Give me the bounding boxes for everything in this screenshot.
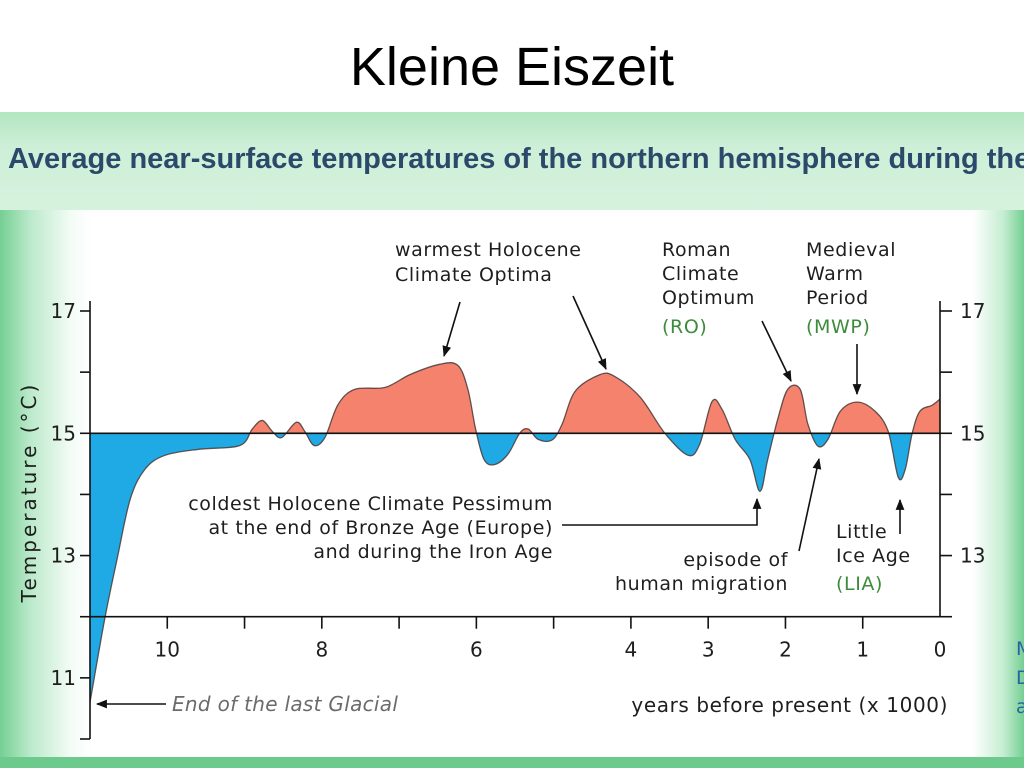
annotation-line: Climate <box>662 263 739 285</box>
x-tick-label: 8 <box>315 638 328 662</box>
edge-fragment: M <box>1016 638 1024 660</box>
annotation-line: Little <box>836 521 887 543</box>
y-tick-label-left: 11 <box>51 666 76 690</box>
annotation-little-ice-age: Little Ice Age (LIA) <box>836 498 911 595</box>
annotation-line: Warm <box>806 263 864 285</box>
x-tick-label: 0 <box>934 638 947 662</box>
annotation-arrow <box>761 320 792 382</box>
annotation-line: Period <box>806 287 869 309</box>
annotation-line: Climate Optima <box>395 264 552 286</box>
x-tick-label: 6 <box>470 638 483 662</box>
annotation-episode-of-human-migration: episode of human migration <box>615 457 822 595</box>
chart-panel <box>0 210 1024 757</box>
annotation-line: Medieval <box>806 239 896 261</box>
chart-title-banner: Average near-surface temperatures of the… <box>0 112 1024 210</box>
y-tick-label-right: 17 <box>960 299 985 323</box>
warm-anomaly-area <box>249 362 940 434</box>
annotation-line: End of the last Glacial <box>172 692 398 716</box>
annotation-warmest-holocene-climate-optima: warmest Holocene Climate Optima <box>395 239 607 371</box>
x-tick-label: 3 <box>702 638 715 662</box>
annotation-line: Optimum <box>662 287 755 309</box>
chart-title: Average near-surface temperatures of the… <box>8 143 1024 175</box>
annotation-line: at the end of Bronze Age (Europe) <box>208 517 553 539</box>
slide-title: Kleine Eiszeit <box>349 37 675 97</box>
annotation-line: human migration <box>615 573 788 595</box>
y-tick-label-left: 15 <box>51 421 76 445</box>
panel-bottom-border <box>0 757 1024 768</box>
edge-fragment: D <box>1016 667 1024 689</box>
annotation-line: episode of <box>683 549 788 571</box>
y-tick-label-left: 13 <box>51 544 76 568</box>
annotation-roman-climate-optimum: Roman Climate Optimum (RO) <box>662 239 792 382</box>
x-axis-label: years before present (x 1000) <box>631 693 948 717</box>
annotation-line: warmest Holocene <box>395 239 582 261</box>
temperature-curve <box>89 362 941 703</box>
y-tick-label-right: 13 <box>960 544 985 568</box>
annotation-line: coldest Holocene Climate Pessimum <box>188 493 553 515</box>
annotation-end-of-last-glacial: End of the last Glacial <box>95 692 398 716</box>
annotation-abbreviation: (LIA) <box>836 573 883 595</box>
x-tick-label: 10 <box>155 638 180 662</box>
annotation-line: Ice Age <box>836 545 911 567</box>
y-tick-label-left: 17 <box>51 299 76 323</box>
annotation-abbreviation: (RO) <box>662 316 707 338</box>
annotation-coldest-holocene-climate-pessimum: coldest Holocene Climate Pessimum at the… <box>188 493 762 563</box>
x-tick-label: 4 <box>625 638 638 662</box>
edge-text-fragments: M D a <box>1016 638 1024 718</box>
annotation-arrow <box>562 497 762 526</box>
annotation-arrow <box>798 457 822 552</box>
annotation-arrow <box>572 295 607 371</box>
annotation-arrow <box>442 301 461 358</box>
annotation-line: Roman <box>662 239 731 261</box>
y-axis-label: Temperature (°C) <box>17 382 41 604</box>
y-tick-label-right: 15 <box>960 421 985 445</box>
annotation-medieval-warm-period: Medieval Warm Period (MWP) <box>806 239 896 396</box>
x-tick-label: 2 <box>779 638 792 662</box>
annotation-line: and during the Iron Age <box>313 541 553 563</box>
edge-fragment: a <box>1016 696 1024 718</box>
annotation-abbreviation: (MWP) <box>806 316 870 338</box>
plot-area <box>89 362 941 703</box>
x-tick-label: 1 <box>856 638 869 662</box>
